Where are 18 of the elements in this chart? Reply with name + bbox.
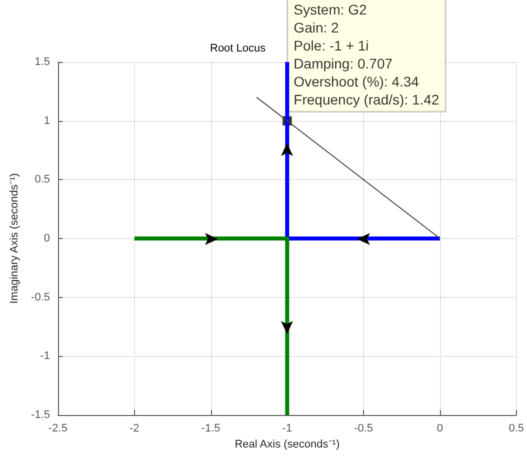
x-tick-label: -2 bbox=[130, 422, 140, 434]
y-tick-label: -0.5 bbox=[31, 291, 50, 304]
y-tick-label: -1.5 bbox=[31, 409, 50, 421]
y-tick-label: 1 bbox=[44, 114, 50, 127]
x-tick-label: -0.5 bbox=[354, 422, 374, 434]
x-tick-label: 0.5 bbox=[508, 422, 524, 434]
x-tick-label: -1.5 bbox=[201, 422, 220, 434]
y-tick-label: 0.5 bbox=[34, 174, 50, 186]
x-axis-title: Real Axis (seconds⁻¹) bbox=[234, 438, 340, 450]
x-tick-label: -1 bbox=[282, 422, 292, 434]
y-tick-label: -1 bbox=[40, 350, 50, 362]
x-tick-label: -2.5 bbox=[48, 422, 68, 434]
y-tick-label: 0 bbox=[44, 232, 50, 244]
y-axis-title: Imaginary Axis (seconds⁻¹) bbox=[8, 173, 21, 304]
annotation: System: G2 Gain: 2 Pole: -1 + 1i Damping: 0.707 Overshoot (%): 4.34 Frequency (rad/s): 1.42 bbox=[294, 1, 440, 108]
x-tick-label: 0 bbox=[436, 422, 444, 434]
chart-title: Root Locus bbox=[210, 42, 266, 54]
y-tick-label: 1.5 bbox=[34, 56, 50, 68]
